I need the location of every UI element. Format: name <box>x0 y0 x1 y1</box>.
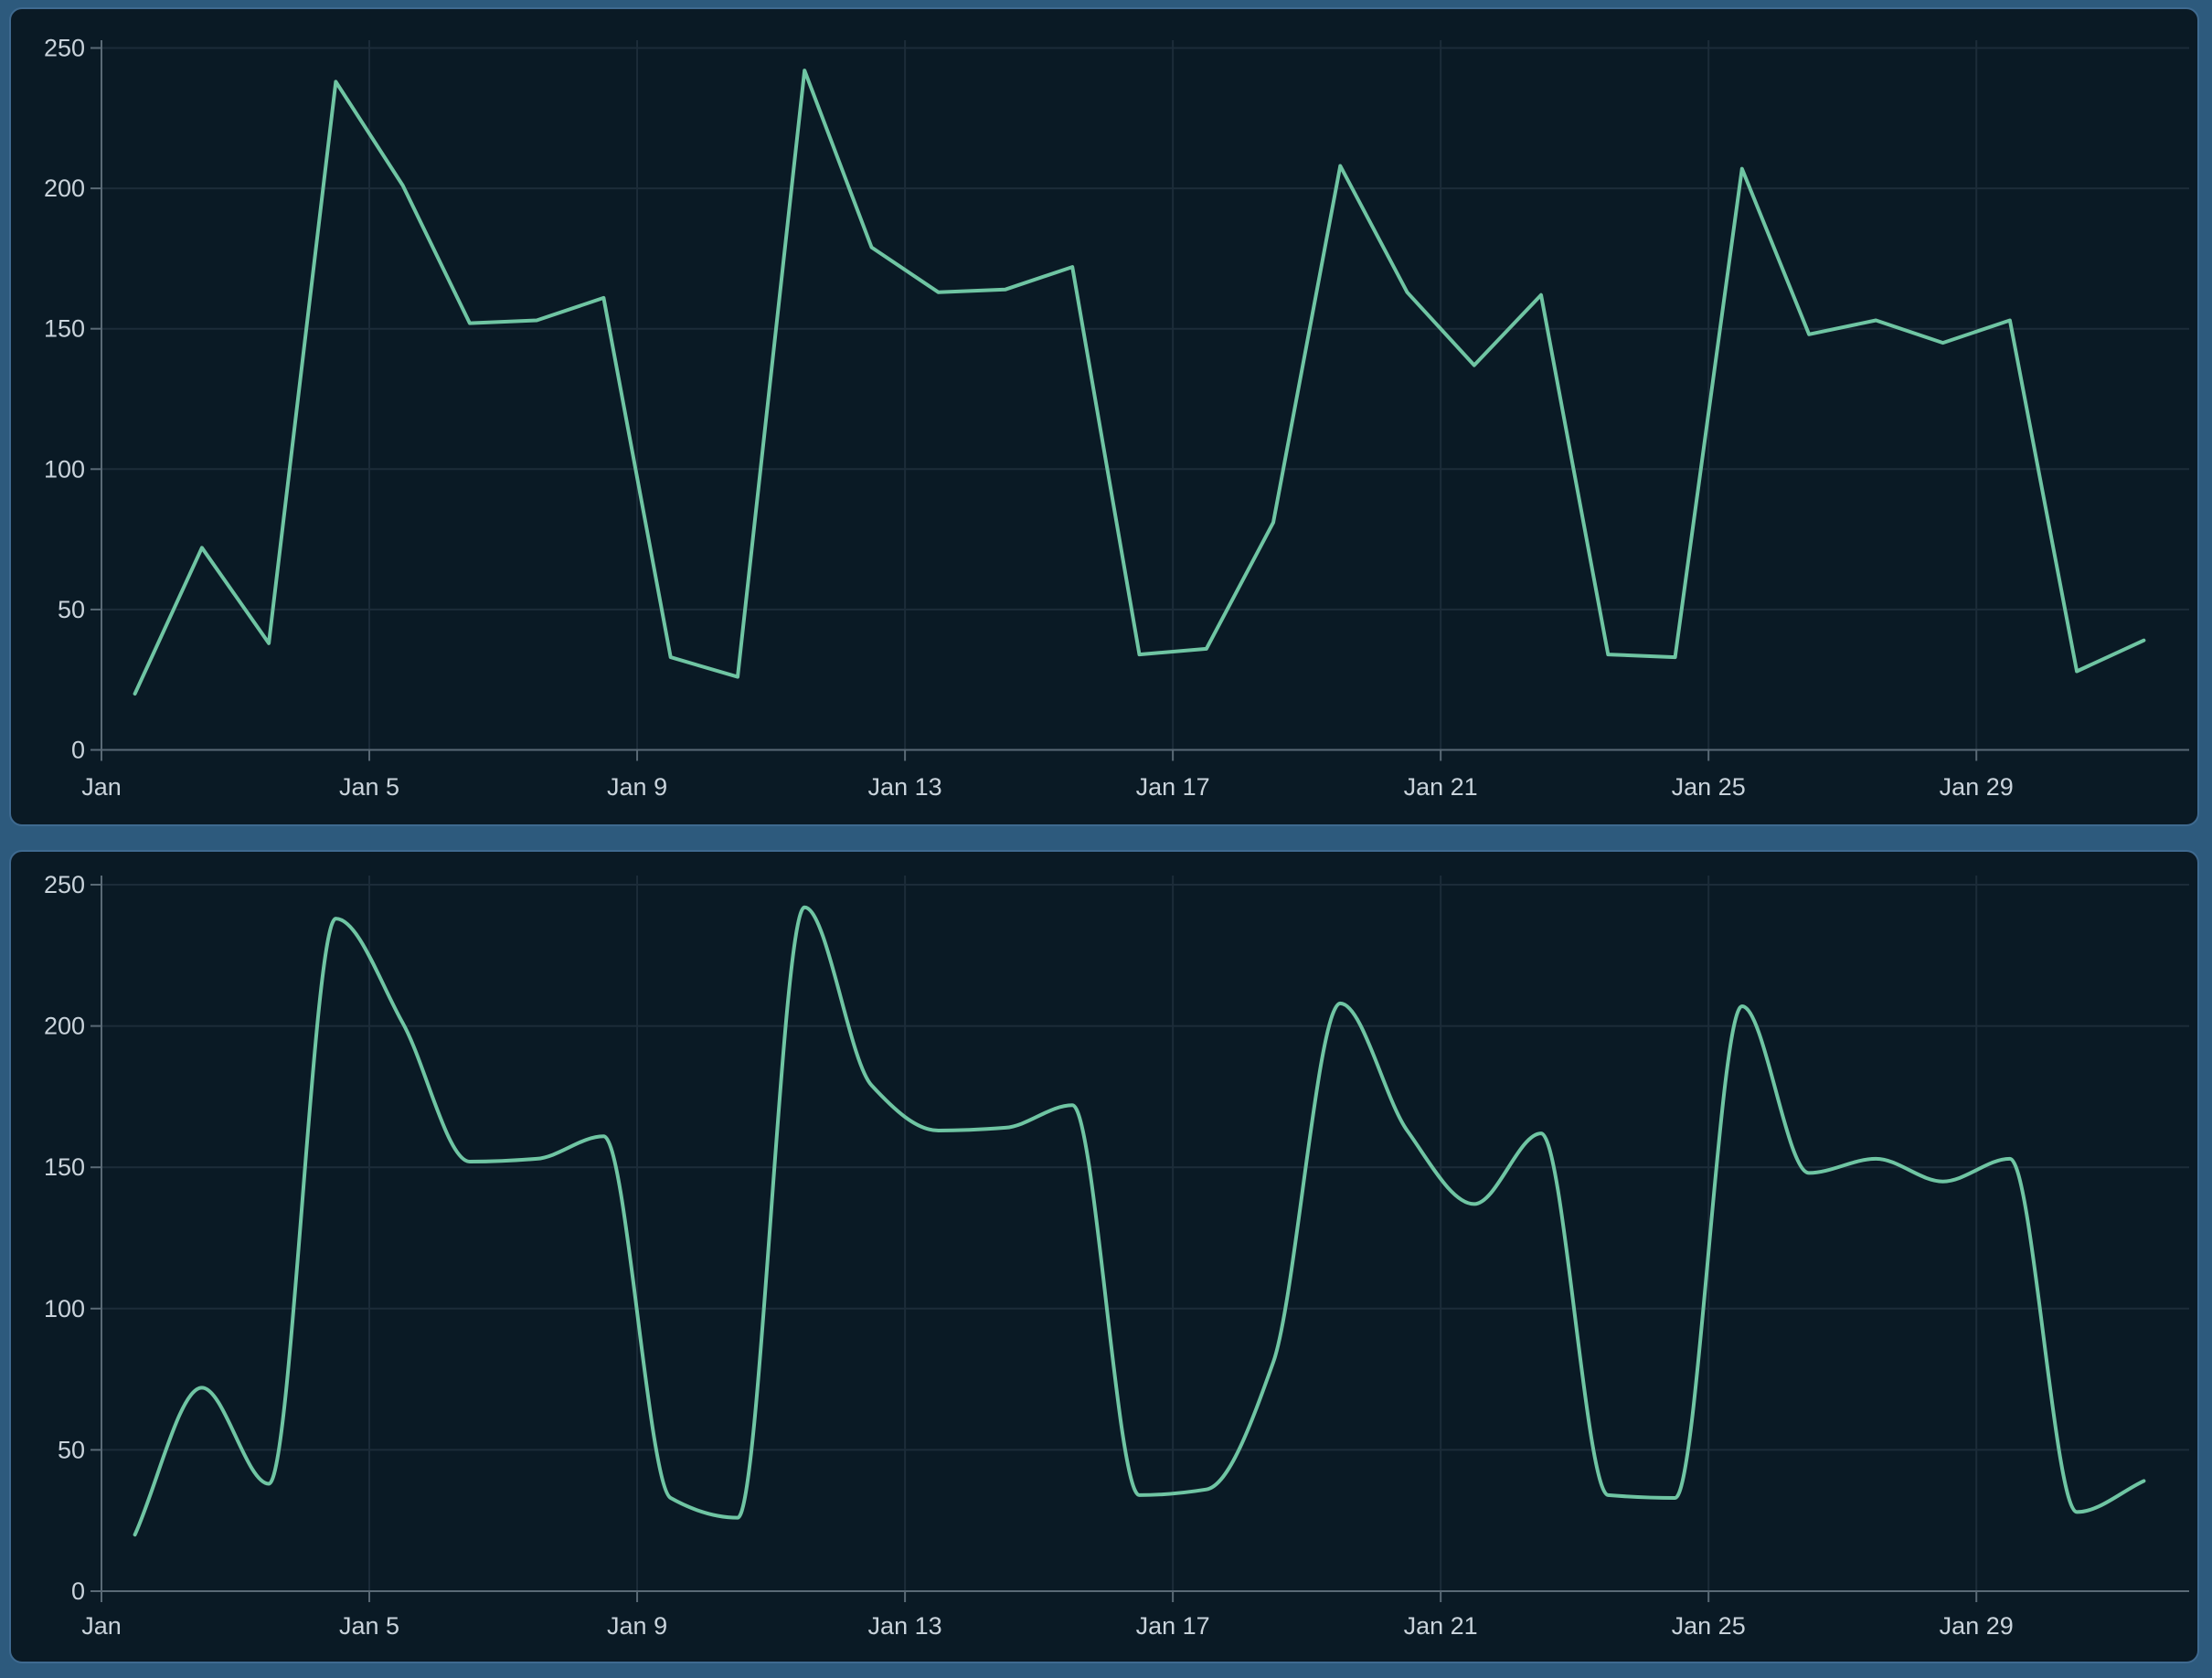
y-axis-label: 200 <box>44 175 85 202</box>
y-axis-label: 50 <box>58 596 85 623</box>
y-axis-label: 0 <box>71 737 85 764</box>
y-axis-label: 250 <box>44 35 85 62</box>
x-axis-label: Jan 13 <box>868 773 942 801</box>
y-axis-label: 150 <box>44 315 85 343</box>
x-axis-label: Jan 21 <box>1404 1612 1478 1640</box>
y-axis-label: 250 <box>44 871 85 898</box>
x-axis-label: Jan 17 <box>1136 1612 1210 1640</box>
x-axis-label: Jan 9 <box>607 773 667 801</box>
x-axis-label: Jan 25 <box>1672 773 1746 801</box>
x-axis-label: Jan 21 <box>1404 773 1478 801</box>
chart-panel-linear: 0 50 100 150 200 250 Jan Jan 5 Jan 9 Jan 13 Jan 17… <box>9 7 2199 826</box>
x-axis-label: Jan 25 <box>1672 1612 1746 1640</box>
x-axis-label: Jan <box>81 773 122 801</box>
x-axis-label: Jan <box>81 1612 122 1640</box>
y-axis-label: 150 <box>44 1153 85 1181</box>
x-axis-label: Jan 17 <box>1136 773 1210 801</box>
line-chart-linear: 0 50 100 150 200 250 Jan Jan 5 Jan 9 Jan 13 Jan 17… <box>44 35 2189 801</box>
y-axis-label: 200 <box>44 1013 85 1040</box>
x-axis-label: Jan 9 <box>607 1612 667 1640</box>
y-axis-label: 50 <box>58 1436 85 1463</box>
x-axis-label: Jan 29 <box>1940 773 2014 801</box>
x-axis-label: Jan 5 <box>339 773 399 801</box>
series-line-linear <box>133 69 2146 696</box>
series-line-smooth <box>133 905 2146 1537</box>
y-axis-label: 0 <box>71 1577 85 1605</box>
line-chart-smooth: 0 50 100 150 200 250 Jan Jan 5 Jan 9 Jan 13 Jan 17… <box>44 871 2189 1640</box>
x-axis-label: Jan 13 <box>868 1612 942 1640</box>
y-axis-label: 100 <box>44 455 85 483</box>
chart-panel-smooth: 0 50 100 150 200 250 Jan Jan 5 Jan 9 Jan 13 Jan 17… <box>9 850 2199 1663</box>
x-axis-label: Jan 29 <box>1940 1612 2014 1640</box>
y-axis-label: 100 <box>44 1295 85 1322</box>
x-axis-label: Jan 5 <box>339 1612 399 1640</box>
